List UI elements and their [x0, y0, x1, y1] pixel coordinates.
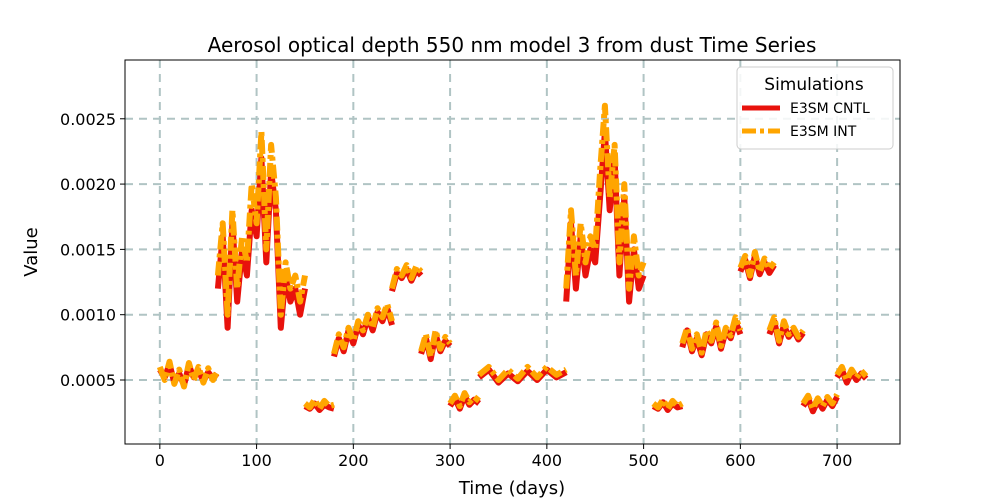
series-line-e3sm-int — [800, 392, 840, 412]
series-line-e3sm-int — [156, 358, 220, 390]
x-axis: 0 100 200 300 400 500 600 700 — [155, 444, 853, 470]
y-tick-label: 0.0010 — [60, 306, 116, 325]
series-line-e3sm-int — [389, 262, 424, 290]
chart-title: Aerosol optical depth 550 nm model 3 fro… — [208, 33, 817, 57]
series-line-e3sm-int — [737, 249, 777, 279]
y-tick-label: 0.0025 — [60, 110, 116, 129]
plot-frame — [124, 59, 901, 445]
x-tick-label: 700 — [822, 451, 853, 470]
legend-title: Simulations — [764, 75, 864, 95]
series-line-e3sm-int — [418, 327, 453, 360]
legend-label-e3sm-cntl: E3SM CNTL — [790, 101, 870, 117]
x-tick-label: 600 — [725, 451, 756, 470]
series-line-e3sm-int — [331, 301, 395, 355]
x-tick-label: 300 — [435, 451, 466, 470]
x-axis-label: Time (days) — [458, 478, 565, 499]
series-line-e3sm-int — [766, 314, 806, 344]
x-tick-label: 0 — [155, 451, 165, 470]
y-tick-label: 0.0005 — [60, 371, 116, 390]
y-axis-label: Value — [21, 227, 42, 276]
x-tick-label: 400 — [532, 451, 563, 470]
series-line-e3sm-int — [477, 363, 568, 383]
series-line-e3sm-cntl — [331, 305, 395, 358]
series-line-e3sm-int — [679, 314, 744, 356]
legend: Simulations E3SM CNTL E3SM INT — [736, 66, 894, 150]
y-axis: 0.0005 0.0010 0.0015 0.0020 0.0025 — [60, 110, 125, 390]
series-line-e3sm-int — [651, 396, 684, 412]
series-layer — [156, 102, 869, 415]
x-tick-label: 200 — [338, 451, 369, 470]
series-line-e3sm-int — [303, 396, 335, 412]
series-line-e3sm-int — [214, 128, 308, 318]
y-tick-label: 0.0015 — [60, 240, 116, 259]
series-line-e3sm-int — [447, 390, 481, 410]
x-tick-label: 100 — [241, 451, 272, 470]
series-line-e3sm-int — [834, 363, 869, 383]
legend-label-e3sm-int: E3SM INT — [790, 124, 857, 140]
series-line-e3sm-int — [563, 102, 647, 292]
y-tick-label: 0.0020 — [60, 175, 116, 194]
x-tick-label: 500 — [628, 451, 659, 470]
